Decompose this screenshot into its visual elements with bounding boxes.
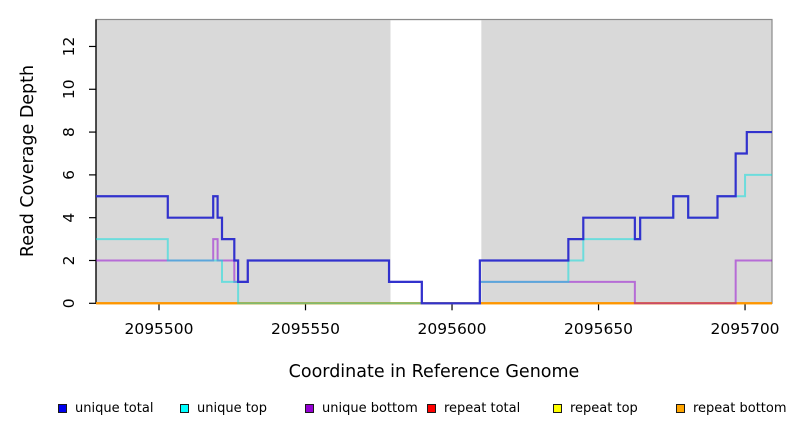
legend-swatch-repeat-top [553,403,562,413]
legend-swatch-unique-bottom [305,403,314,413]
series-line-unique-total [96,130,772,305]
legend-label: repeat top [570,400,638,416]
x-tick-label: 2095600 [418,320,487,338]
x-tick-label: 2095550 [271,320,340,338]
legend-item-unique-top: unique top [180,397,267,419]
legend-label: unique total [75,400,154,416]
legend-item-unique-bottom: unique bottom [305,397,418,419]
y-axis-title: Read Coverage Depth [18,65,38,257]
y-tick-label: 6 [60,170,78,180]
legend-label: repeat bottom [693,400,787,416]
legend: unique total unique top unique bottom re… [0,397,792,419]
legend-item-repeat-total: repeat total [427,397,520,419]
y-tick-label: 0 [60,298,78,308]
x-tick-label: 2095650 [564,320,633,338]
y-tick-label: 12 [60,37,78,57]
legend-swatch-unique-total [58,403,67,413]
legend-item-repeat-top: repeat top [553,397,638,419]
legend-swatch-unique-top [180,403,189,413]
y-tick-label: 10 [60,79,78,99]
x-tick-label: 2095500 [124,320,193,338]
legend-item-unique-total: unique total [58,397,153,419]
y-tick-label: 4 [60,213,78,223]
legend-item-repeat-bottom: repeat bottom [676,397,787,419]
y-tick-label: 8 [60,127,78,137]
legend-label: unique bottom [322,400,418,416]
coverage-plot: 2095500 2095550 2095600 2095650 2095700 0 2 4 6 8… [18,18,780,382]
legend-swatch-repeat-total [427,403,436,413]
legend-label: unique top [197,400,268,416]
y-tick-label: 2 [60,256,78,266]
no-data-gap-band [390,20,482,304]
legend-swatch-repeat-bottom [676,403,685,413]
x-axis-title: Coordinate in Reference Genome [289,362,580,382]
x-tick-label: 2095700 [711,320,780,338]
legend-label: repeat total [444,400,521,416]
